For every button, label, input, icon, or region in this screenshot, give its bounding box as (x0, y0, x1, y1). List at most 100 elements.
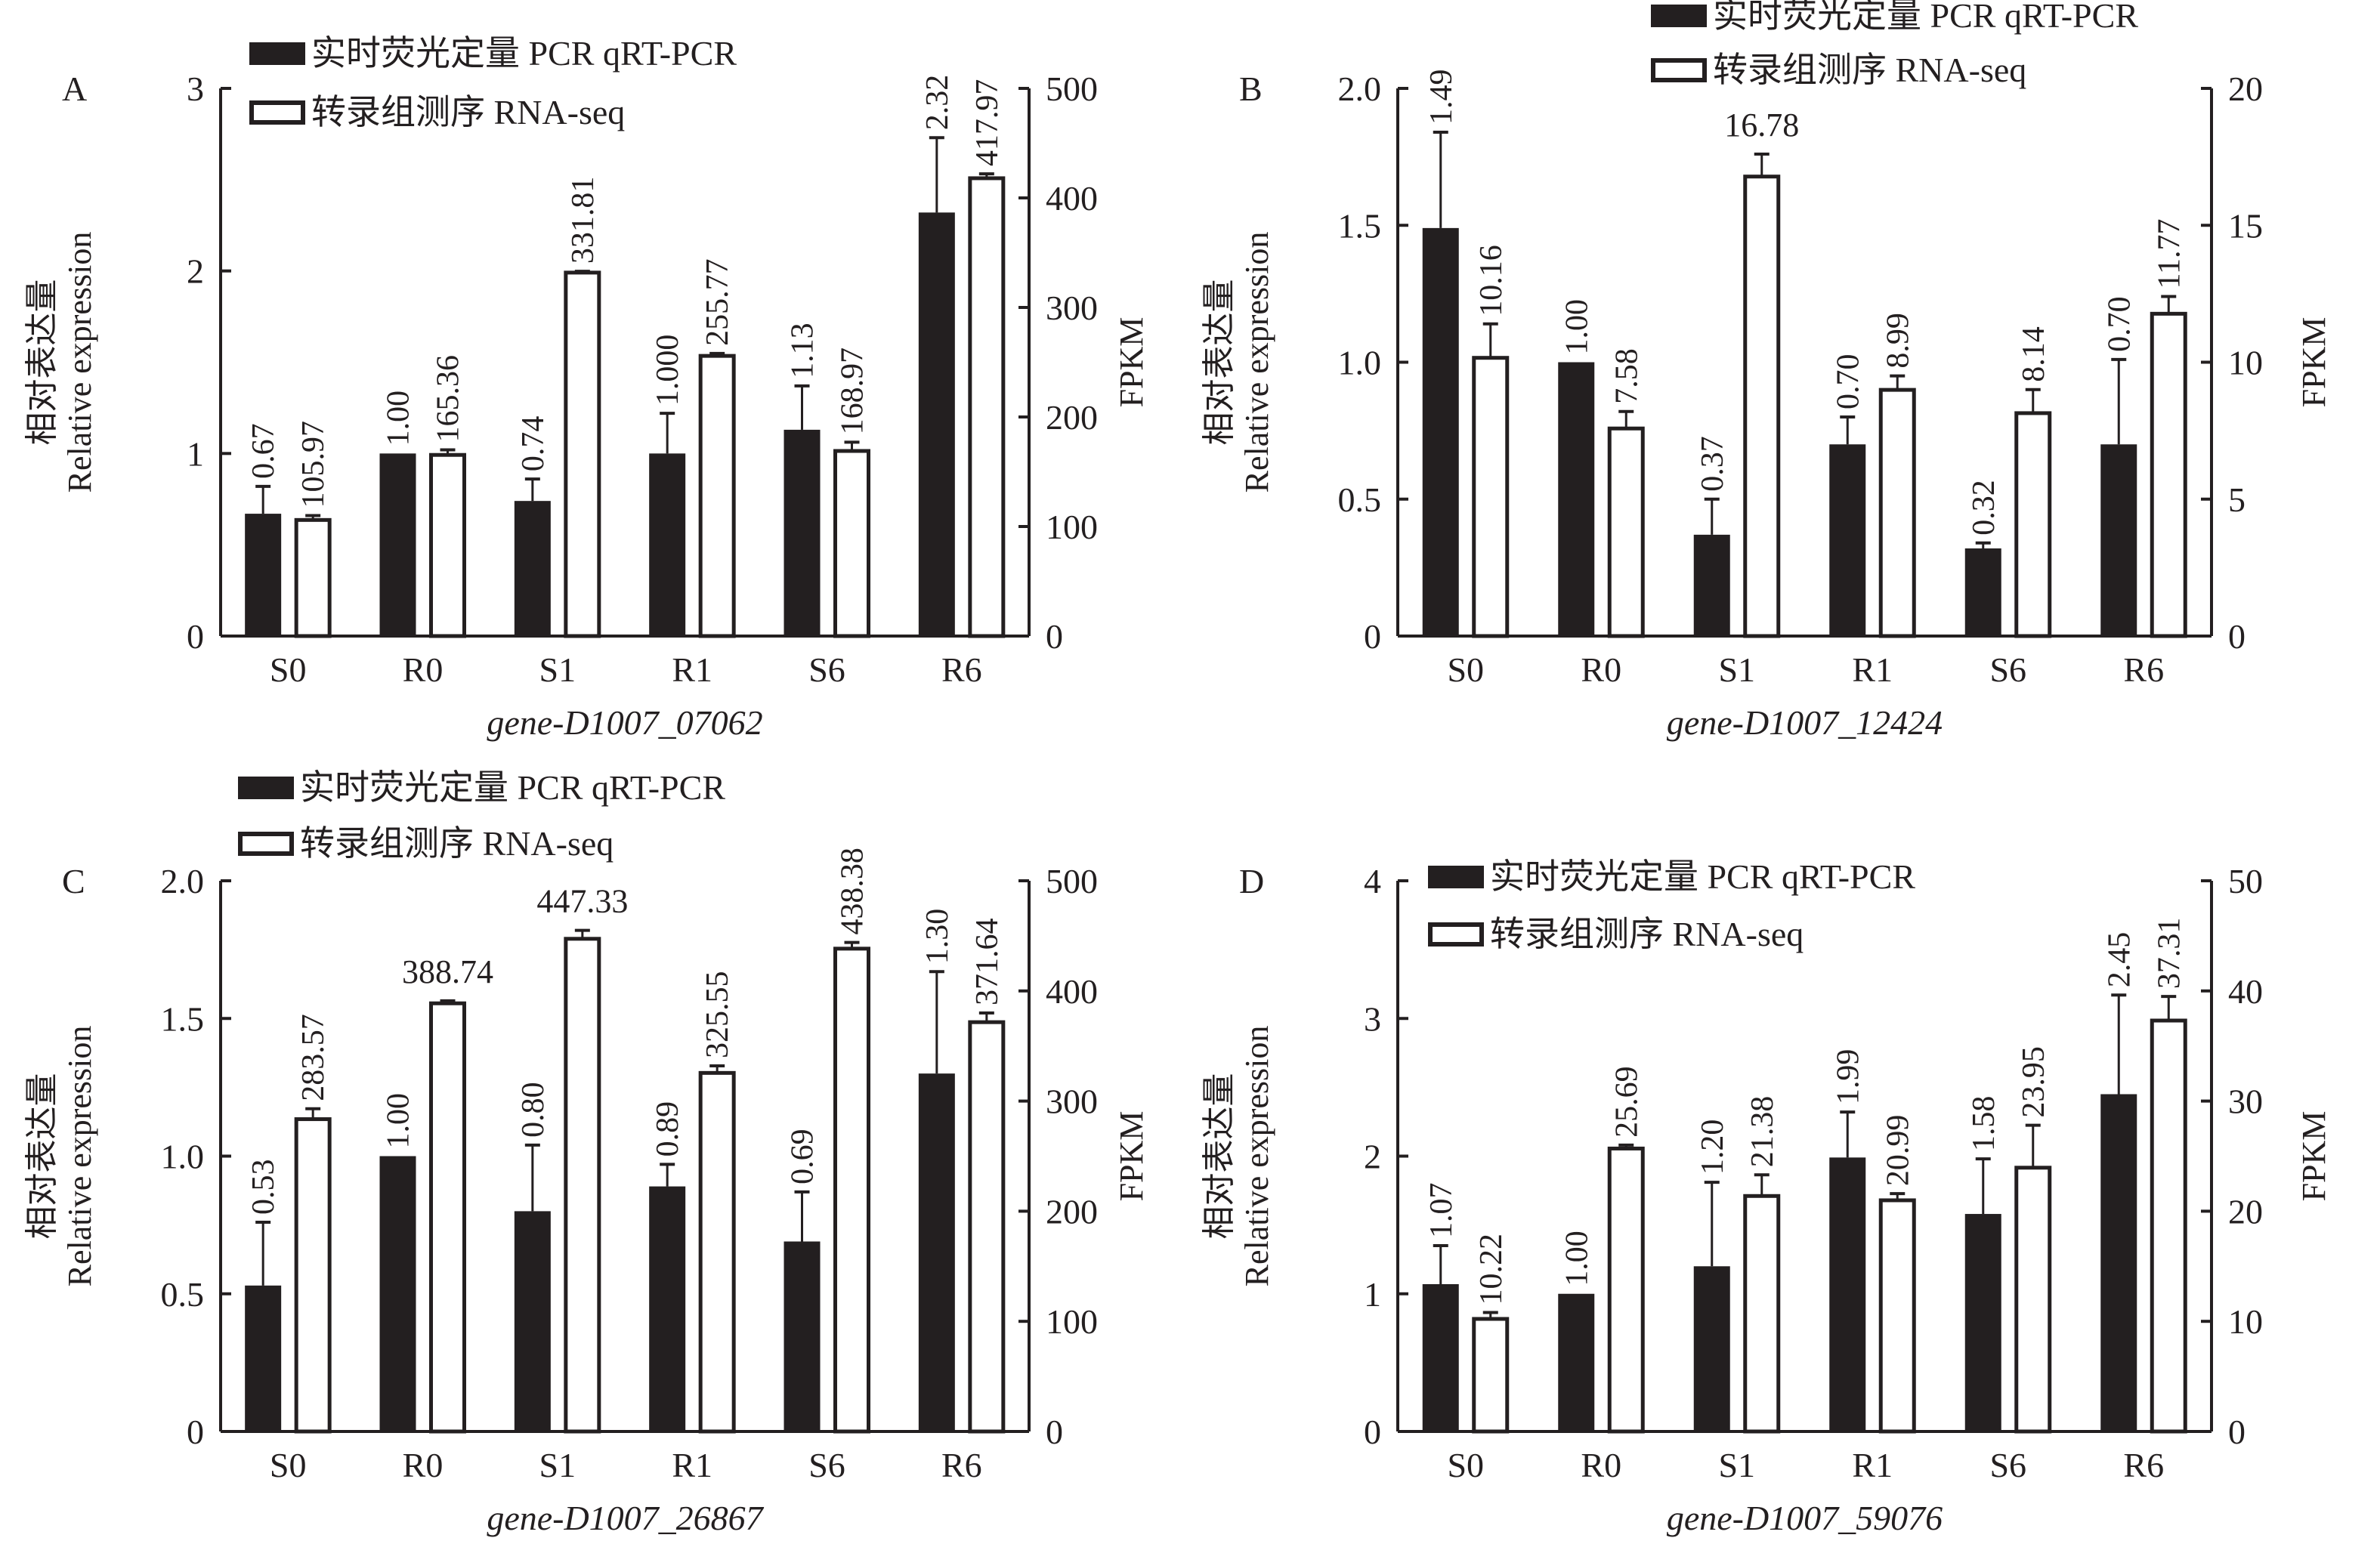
bar-qpcr (1558, 362, 1595, 636)
legend: 实时荧光定量 PCR qRT-PCR 转录组测序 RNA-seq (1428, 857, 1915, 953)
value-label-qpcr: 1.00 (382, 1093, 416, 1149)
x-tick-label: R0 (1581, 650, 1621, 689)
bar-rnaseq (429, 1001, 466, 1434)
y-tick-label-left: 2 (1364, 1138, 1381, 1176)
x-tick-label: S6 (1989, 650, 2026, 689)
bar-qpcr (1829, 1157, 1866, 1431)
chart-panel-c: C 0 0.5 1.0 1.5 2.0 0 100 200 300 400 500 相对表达量 Relat… (23, 768, 1150, 1537)
y-tick-label-left: 1 (1364, 1275, 1381, 1314)
y-tick-label-left: 0 (1364, 1413, 1381, 1451)
y-tick-label-right: 500 (1046, 69, 1098, 108)
value-label-rnaseq: 388.74 (402, 953, 493, 990)
y-tick-label-right: 100 (1046, 1302, 1098, 1341)
y-axis-label-right: FPKM (2295, 317, 2332, 408)
y-tick-label-left: 0 (1364, 617, 1381, 656)
bar-qpcr (1558, 1293, 1595, 1431)
y-tick-label-right: 10 (2228, 1302, 2263, 1341)
y-tick-label-left: 0.5 (161, 1275, 205, 1314)
value-label-qpcr: 0.67 (246, 423, 281, 479)
legend-label-rnaseq: 转录组测序 RNA-seq (1490, 915, 1804, 953)
y-tick-label-right: 500 (1046, 862, 1098, 900)
bar-rnaseq (833, 449, 870, 638)
y-tick-label-right: 400 (1046, 972, 1098, 1011)
value-label-qpcr: 0.69 (786, 1129, 821, 1184)
value-label-rnaseq: 447.33 (536, 883, 628, 920)
bar-qpcr (649, 1186, 686, 1431)
bar-rnaseq (1878, 388, 1916, 638)
y-tick-label-right: 15 (2228, 206, 2263, 245)
x-axis-label: gene-D1007_26867 (487, 1499, 764, 1537)
value-label-qpcr: 0.89 (651, 1101, 685, 1157)
value-label-qpcr: 0.53 (246, 1159, 281, 1215)
legend-swatch-rnaseq (1428, 922, 1484, 947)
y-tick-label-right: 200 (1046, 398, 1098, 437)
value-label-rnaseq: 325.55 (700, 971, 735, 1058)
bar-rnaseq (2150, 311, 2187, 638)
bar-rnaseq (968, 1020, 1006, 1434)
bar-qpcr (245, 514, 282, 636)
value-label-qpcr: 0.70 (2102, 296, 2137, 352)
value-label-qpcr: 1.30 (920, 909, 955, 965)
value-label-qpcr: 1.58 (1967, 1096, 2001, 1152)
y-tick-label-right: 0 (1046, 617, 1063, 656)
y-axis-label-right: FPKM (1113, 317, 1150, 408)
bar-qpcr (1422, 1283, 1459, 1431)
bar-rnaseq (2014, 1166, 2052, 1434)
x-tick-label: S1 (539, 1446, 576, 1484)
value-label-rnaseq: 20.99 (1881, 1115, 1915, 1187)
y-tick-label-left: 1.5 (161, 999, 205, 1038)
value-label-rnaseq: 23.95 (2017, 1046, 2051, 1118)
y-tick-label-left: 1 (187, 434, 204, 473)
bar-qpcr (1964, 548, 2001, 636)
value-label-qpcr: 0.32 (1967, 480, 2001, 536)
value-label-qpcr: 0.37 (1695, 436, 1730, 492)
x-tick-label: R0 (403, 650, 444, 689)
y-tick-label-right: 20 (2228, 69, 2263, 108)
bar-rnaseq (294, 517, 332, 638)
bar-qpcr (514, 1211, 551, 1431)
value-label-qpcr: 2.32 (920, 75, 955, 131)
bar-qpcr (1693, 1266, 1730, 1431)
panel-letter: A (62, 69, 87, 108)
y-axis-label-right: FPKM (1113, 1111, 1150, 1202)
bar-qpcr (1422, 227, 1459, 636)
bar-rnaseq (698, 1070, 736, 1434)
y-axis-label-en: Relative expression (1238, 1026, 1275, 1287)
bar-rnaseq (294, 1117, 332, 1434)
x-tick-label: R1 (672, 1446, 712, 1484)
bar-rnaseq (1743, 1194, 1781, 1434)
legend-swatch-rnaseq (238, 832, 294, 856)
value-label-rnaseq: 255.77 (700, 258, 735, 346)
value-label-rnaseq: 16.78 (1724, 107, 1799, 144)
legend-label-rnaseq: 转录组测序 RNA-seq (300, 824, 614, 863)
value-label-qpcr: 0.80 (516, 1082, 551, 1138)
value-label-rnaseq: 283.57 (296, 1014, 331, 1101)
bar-qpcr (918, 212, 955, 636)
bar-qpcr (1829, 444, 1866, 636)
bar-qpcr (784, 1241, 821, 1431)
x-tick-label: R0 (403, 1446, 444, 1484)
x-tick-label: S0 (270, 1446, 307, 1484)
legend-label-qpcr: 实时荧光定量 PCR qRT-PCR (311, 34, 737, 73)
panel-letter: B (1239, 69, 1263, 108)
y-tick-label-right: 100 (1046, 508, 1098, 546)
y-tick-label-left: 2.0 (161, 862, 205, 900)
bar-rnaseq (698, 354, 736, 638)
bar-rnaseq (968, 176, 1006, 638)
legend-swatch-qpcr (1428, 866, 1484, 888)
legend-swatch-rnaseq (249, 100, 305, 125)
legend-label-rnaseq: 转录组测序 RNA-seq (311, 93, 625, 131)
y-axis-label-en: Relative expression (61, 232, 98, 493)
x-axis-label: gene-D1007_12424 (1667, 703, 1943, 742)
x-axis-label: gene-D1007_07062 (487, 703, 762, 742)
value-label-qpcr: 1.00 (1559, 1231, 1594, 1286)
y-axis-label-cn: 相对表达量 (23, 279, 60, 446)
bar-rnaseq (1472, 1317, 1510, 1434)
value-label-rnaseq: 331.81 (566, 177, 601, 264)
y-tick-label-right: 0 (1046, 1413, 1063, 1451)
bar-qpcr (245, 1285, 282, 1431)
value-label-qpcr: 1.000 (651, 335, 685, 406)
bar-rnaseq (2014, 411, 2052, 638)
value-label-rnaseq: 37.31 (2152, 918, 2187, 990)
